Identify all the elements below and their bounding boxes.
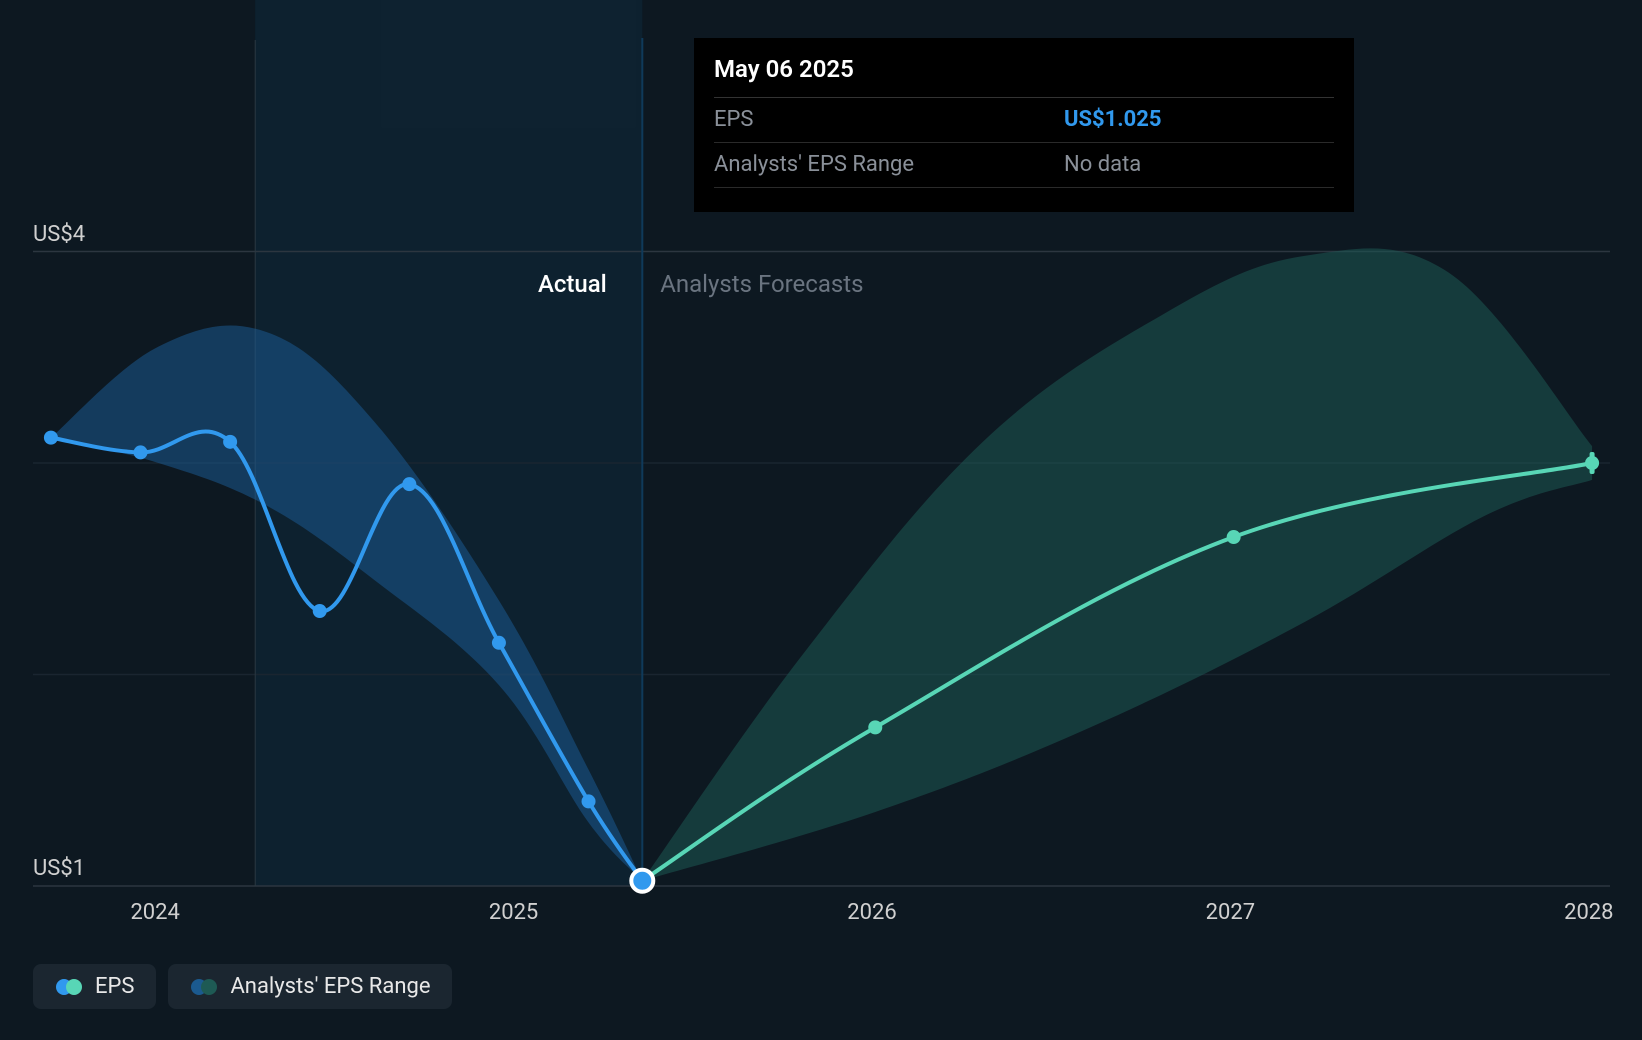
tooltip-date: May 06 2025 bbox=[714, 52, 1334, 98]
y-axis-label: US$4 bbox=[33, 222, 85, 247]
region-label-actual: Actual bbox=[538, 270, 607, 298]
chart-tooltip: May 06 2025 EPSUS$1.025Analysts' EPS Ran… bbox=[694, 38, 1354, 212]
x-axis-label: 2028 bbox=[1564, 900, 1613, 925]
tooltip-row: EPSUS$1.025 bbox=[714, 98, 1334, 143]
x-axis-label: 2027 bbox=[1206, 900, 1255, 925]
region-label-forecast: Analysts Forecasts bbox=[660, 270, 863, 298]
legend-item-label: Analysts' EPS Range bbox=[230, 974, 430, 999]
tooltip-row-value: US$1.025 bbox=[1064, 104, 1162, 136]
x-axis-label: 2024 bbox=[130, 900, 179, 925]
tooltip-row: Analysts' EPS RangeNo data bbox=[714, 143, 1334, 188]
legend-item-label: EPS bbox=[95, 974, 134, 999]
x-axis-label: 2025 bbox=[489, 900, 538, 925]
eps-chart-container: Actual Analysts Forecasts May 06 2025 EP… bbox=[0, 0, 1642, 1040]
legend-swatch-icon bbox=[55, 978, 83, 996]
legend-swatch-icon bbox=[190, 978, 218, 996]
tooltip-row-label: Analysts' EPS Range bbox=[714, 149, 1064, 181]
y-axis-label: US$1 bbox=[33, 856, 85, 881]
chart-legend: EPS Analysts' EPS Range bbox=[33, 964, 452, 1009]
legend-item-range[interactable]: Analysts' EPS Range bbox=[168, 964, 452, 1009]
tooltip-row-value: No data bbox=[1064, 149, 1141, 181]
x-axis-label: 2026 bbox=[847, 900, 896, 925]
tooltip-row-label: EPS bbox=[714, 104, 1064, 136]
legend-item-eps[interactable]: EPS bbox=[33, 964, 156, 1009]
